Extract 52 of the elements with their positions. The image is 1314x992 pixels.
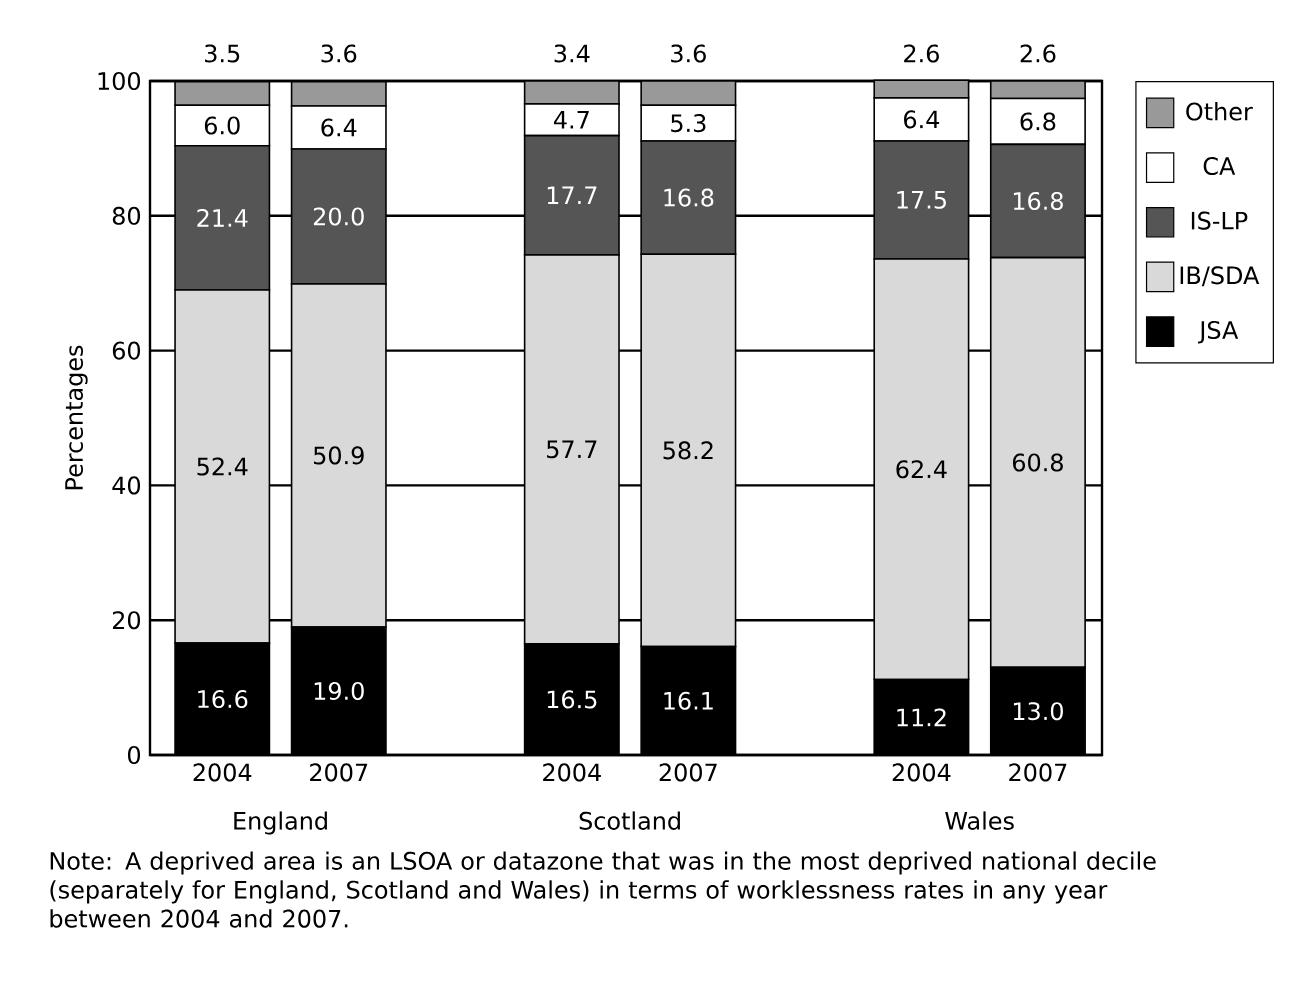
data-label: 16.5: [547, 690, 597, 709]
data-label: 5.3: [671, 114, 706, 133]
legend-label: IB/SDA: [1180, 266, 1260, 287]
data-label: 62.4: [896, 460, 947, 479]
x-tick-label: 2007: [659, 763, 717, 782]
legend-label: IS-LP: [1191, 211, 1248, 230]
data-label: 6.8: [1020, 112, 1056, 131]
y-tick-label: 40: [112, 476, 141, 495]
data-label: 21.4: [197, 208, 248, 227]
data-label: 6.0: [204, 116, 240, 135]
text: England: [234, 811, 327, 835]
data-label: 2.6: [1020, 44, 1056, 63]
legend-label: CA: [1203, 156, 1236, 176]
y-tick-label: 60: [112, 341, 141, 360]
x-tick-label: 2007: [310, 763, 368, 782]
data-label: 2.6: [904, 44, 939, 63]
y-axis-title: Percentages: [65, 345, 88, 490]
y-tick-label: 80: [112, 206, 141, 225]
data-label: 3.6: [671, 44, 706, 63]
data-label: 16.6: [198, 690, 248, 709]
data-label: 50.9: [314, 446, 364, 465]
x-tick-label: 2004: [543, 763, 601, 782]
data-label: 16.8: [664, 188, 714, 207]
legend-label: Other: [1186, 102, 1253, 121]
data-label: 6.4: [321, 118, 357, 137]
data-label: 16.8: [1013, 191, 1063, 211]
data-label: 3.6: [321, 44, 357, 63]
y-tick-label: 100: [98, 71, 141, 91]
data-label: 11.2: [897, 708, 946, 727]
data-label: 16.1: [664, 691, 713, 710]
data-label: 13.0: [1013, 702, 1063, 721]
data-label: 60.8: [1012, 453, 1063, 472]
text: Note: A deprived area is an LSOA or datazone that was in the most deprived national decile (separately for England, Scotland and Wales) in terms of worklessness rates in any year between 2004 and 2007.: [50, 851, 1156, 928]
data-label: 3.5: [205, 44, 240, 63]
x-tick-label: 2004: [193, 763, 252, 782]
legend-label: JSA: [1198, 320, 1239, 344]
data-label: 52.4: [197, 457, 248, 476]
text: Scotland: [579, 811, 680, 830]
data-label: 4.7: [553, 111, 589, 129]
data-label: 19.0: [314, 681, 364, 701]
data-label: 17.7: [547, 186, 597, 204]
data-label: 20.0: [313, 207, 364, 226]
text: Wales: [945, 811, 1014, 830]
x-tick-label: 2004: [892, 763, 951, 782]
data-label: 17.5: [897, 191, 946, 209]
y-tick-label: 0: [127, 745, 141, 765]
data-label: 57.7: [547, 440, 597, 459]
x-tick-label: 2007: [1009, 763, 1067, 782]
data-label: 58.2: [663, 441, 713, 460]
y-tick-label: 20: [112, 611, 141, 630]
data-label: 6.4: [904, 110, 940, 129]
data-label: 3.4: [554, 44, 590, 63]
